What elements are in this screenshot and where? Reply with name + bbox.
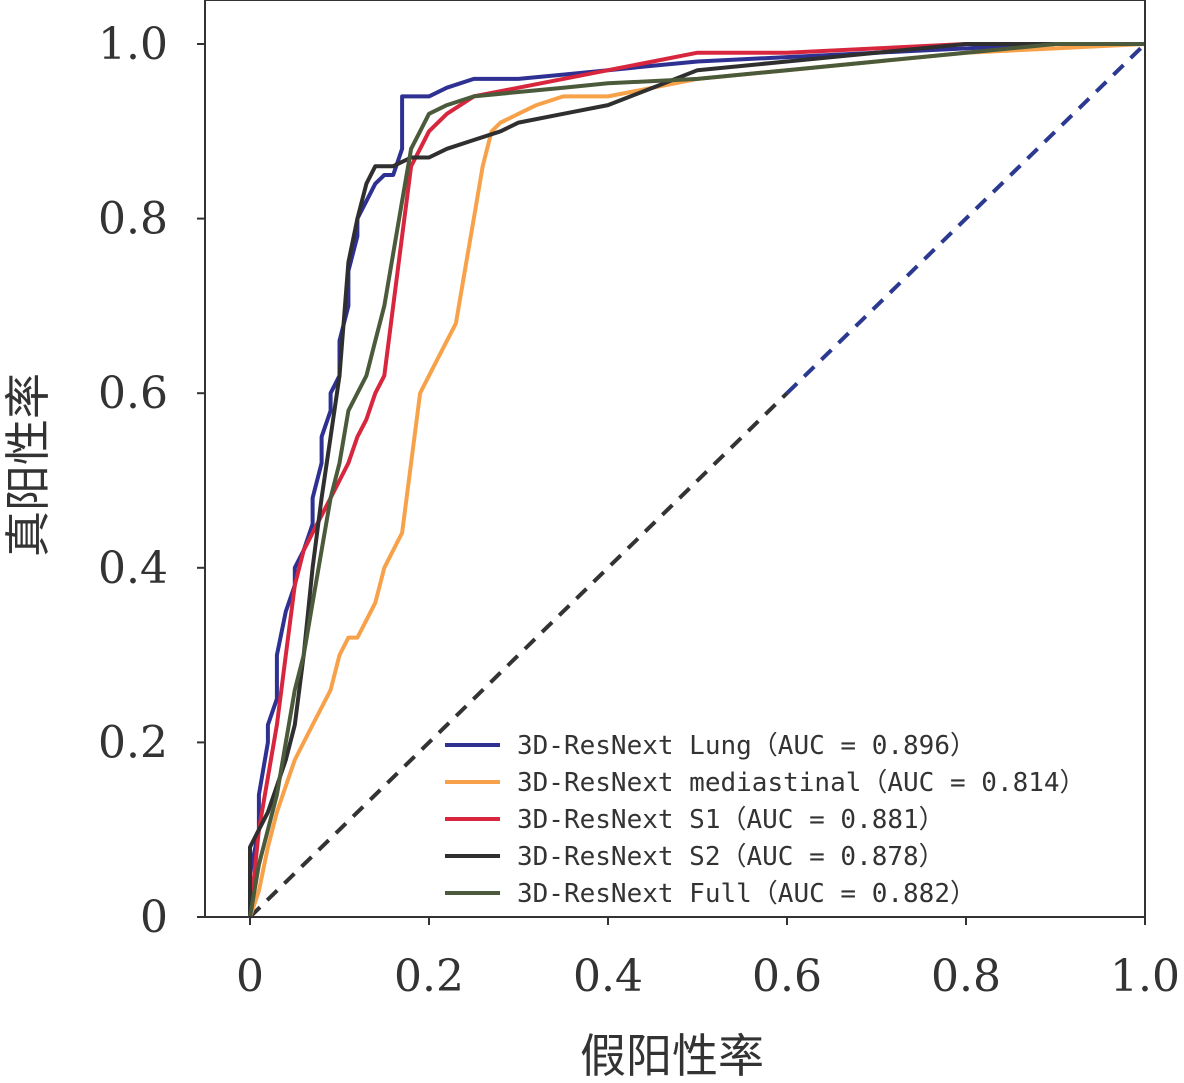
x-tick-label: 0 xyxy=(236,951,264,1002)
y-tick-label: 0 xyxy=(140,892,168,943)
roc-curve-5 xyxy=(248,42,1145,918)
x-axis-title: 假阳性率 xyxy=(580,1029,764,1083)
legend: 3D-ResNext Lung（AUC = 0.896） 3D-ResNext m… xyxy=(445,731,1086,909)
y-tick-label: 0.2 xyxy=(98,717,168,768)
legend-label: 3D-ResNext mediastinal（AUC = 0.814） xyxy=(517,768,1086,798)
y-tick-label: 0.4 xyxy=(98,543,168,594)
roc-curve-3 xyxy=(248,42,1145,918)
x-tick-label: 0.2 xyxy=(394,951,464,1002)
legend-label: 3D-ResNext S1（AUC = 0.881） xyxy=(517,805,945,835)
diagonal-line-lower xyxy=(248,391,789,919)
x-tick-label: 0.4 xyxy=(573,951,643,1002)
x-tick-label: 0.8 xyxy=(931,951,1001,1002)
roc-curve-2 xyxy=(248,42,1146,918)
y-tick-label: 1.0 xyxy=(98,19,168,70)
plot-frame xyxy=(204,0,1146,918)
legend-label: 3D-ResNext Full（AUC = 0.882） xyxy=(517,879,976,909)
roc-curves xyxy=(248,42,1146,918)
y-tick-label: 0.8 xyxy=(98,194,168,245)
roc-curve-4 xyxy=(248,42,1145,917)
legend-label: 3D-ResNext Lung（AUC = 0.896） xyxy=(517,731,976,761)
legend-label: 3D-ResNext S2（AUC = 0.878） xyxy=(517,842,945,872)
x-tick-label: 1.0 xyxy=(1110,951,1180,1002)
y-tick-label: 0.6 xyxy=(98,368,168,419)
axis-ticks: 0 0.2 0.4 0.6 0.8 1.0 0 0.2 0.4 0.6 0.8 1.0 xyxy=(98,19,1180,1002)
reference-diagonal xyxy=(248,42,1147,919)
diagonal-line-upper xyxy=(785,42,1147,395)
x-tick-label: 0.6 xyxy=(752,951,822,1002)
y-axis-title: 真阳性率 xyxy=(1,373,55,557)
